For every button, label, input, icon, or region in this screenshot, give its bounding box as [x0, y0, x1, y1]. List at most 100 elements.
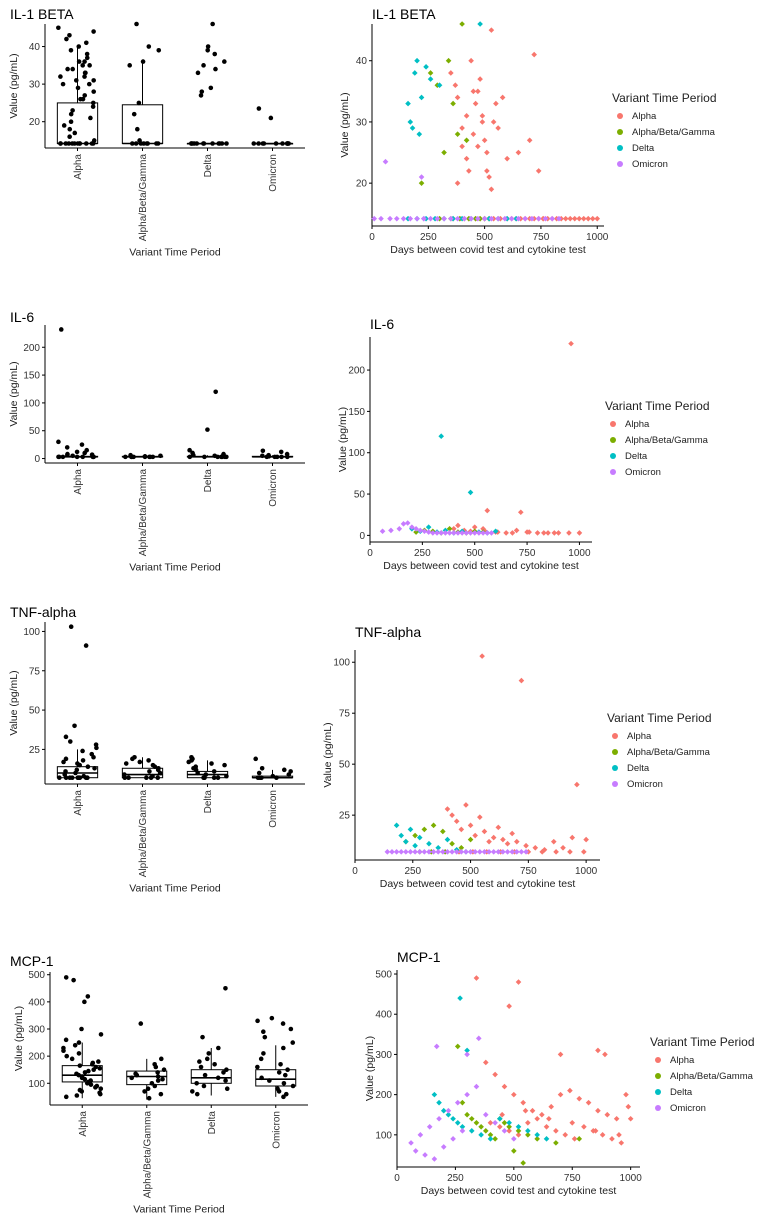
data-point-alpha [515, 979, 522, 985]
data-point-alpha-beta-gamma [458, 844, 465, 851]
data-point [205, 48, 210, 53]
y-axis-label: Value (pg/mL) [8, 53, 20, 118]
legend-item: Alpha [625, 419, 650, 430]
data-point [77, 1063, 83, 1068]
data-point-omicron [446, 530, 453, 536]
data-point [205, 44, 211, 49]
data-point [155, 1078, 161, 1083]
x-tick-label: Omicron [268, 154, 279, 192]
data-point-delta [427, 76, 434, 82]
data-point-delta [411, 70, 418, 76]
data-point [63, 141, 69, 146]
data-point [64, 445, 70, 450]
data-point-alpha [562, 1132, 569, 1138]
data-point-alpha [486, 174, 492, 180]
y-tick-label: 500 [375, 970, 392, 981]
legend-title: Variant Time Period [605, 399, 710, 413]
data-point-alpha [571, 1136, 578, 1142]
data-point [64, 1053, 70, 1059]
x-tick-label: 1000 [620, 1173, 643, 1184]
data-point-omicron [475, 1035, 482, 1042]
data-point-omicron [463, 849, 469, 855]
data-point-delta [467, 489, 474, 496]
data-point [210, 141, 215, 146]
data-point-alpha [509, 530, 516, 536]
data-point [198, 1064, 204, 1070]
data-point [97, 1066, 103, 1071]
data-point-alpha [506, 1003, 512, 1009]
data-point-omicron [500, 849, 506, 855]
data-point [88, 1082, 94, 1087]
data-point [213, 66, 218, 72]
legend-title: Variant Time Period [612, 91, 717, 105]
data-point-alpha [589, 215, 596, 222]
data-point [69, 1056, 75, 1062]
data-point-omicron [421, 528, 428, 535]
data-point [84, 1080, 90, 1086]
legend-swatch [617, 129, 623, 135]
data-point-alpha [557, 1091, 564, 1098]
data-point-alpha [468, 57, 474, 64]
data-point [212, 1061, 217, 1067]
x-tick-label: 1000 [568, 548, 591, 559]
data-point [70, 453, 75, 459]
data-point [147, 454, 153, 460]
data-point-omicron [441, 215, 447, 222]
data-point-alpha [458, 826, 465, 833]
data-point [70, 108, 75, 113]
data-point [195, 70, 201, 76]
data-point-alpha-beta-gamma [576, 1136, 583, 1142]
data-point [146, 44, 152, 49]
data-point-omicron [421, 849, 428, 855]
data-point-alpha-beta-gamma [487, 1132, 494, 1138]
data-point-omicron [404, 520, 411, 526]
data-point-alpha [479, 113, 486, 119]
data-point [98, 1032, 104, 1037]
data-point [63, 756, 69, 762]
data-point [261, 1029, 266, 1035]
data-point-alpha [576, 530, 583, 536]
data-point-alpha [448, 70, 454, 76]
scatter-3: IL-6 0 50 100 150 200 0 250 500 750 1000 Value (pg/… [337, 316, 710, 572]
data-point-omicron [431, 1156, 438, 1162]
data-point-omicron [384, 849, 391, 855]
data-point-alpha [567, 849, 573, 855]
data-point [202, 1072, 208, 1078]
data-point-omicron [440, 849, 446, 855]
data-point-alpha [470, 131, 477, 137]
data-point [211, 769, 217, 774]
legend-swatch [655, 1057, 661, 1063]
data-point [82, 999, 87, 1005]
legend-item: Delta [627, 763, 650, 774]
data-point [260, 453, 265, 459]
data-point [80, 748, 85, 754]
x-tick-label: 1000 [586, 232, 609, 243]
data-point [63, 775, 69, 781]
legend-swatch [610, 453, 616, 459]
data-point [65, 452, 70, 458]
data-point-alpha [515, 1132, 522, 1138]
data-point-alpha-beta-gamma [421, 826, 428, 833]
data-point [205, 427, 210, 432]
legend-swatch [655, 1105, 661, 1111]
data-point-omicron [425, 529, 432, 535]
x-tick-label: 500 [505, 1173, 522, 1184]
legend-item: Alpha [632, 111, 657, 122]
data-point-alpha-beta-gamma [467, 836, 474, 843]
data-point-omicron [417, 1132, 424, 1138]
data-point-omicron [461, 215, 468, 222]
data-point-omicron [454, 215, 461, 222]
data-point [222, 454, 228, 460]
data-point [194, 1091, 200, 1097]
data-point-delta [407, 119, 414, 125]
data-point [129, 1075, 135, 1081]
data-point-alpha [625, 1103, 632, 1110]
data-point-alpha [495, 824, 502, 831]
data-point [290, 1083, 296, 1089]
data-point [201, 63, 206, 68]
data-point-alpha [482, 528, 488, 535]
legend-item: Alpha/Beta/Gamma [627, 747, 711, 758]
data-point-omicron [473, 1083, 480, 1090]
data-point [89, 1061, 95, 1067]
y-tick-label: 25 [339, 811, 351, 822]
